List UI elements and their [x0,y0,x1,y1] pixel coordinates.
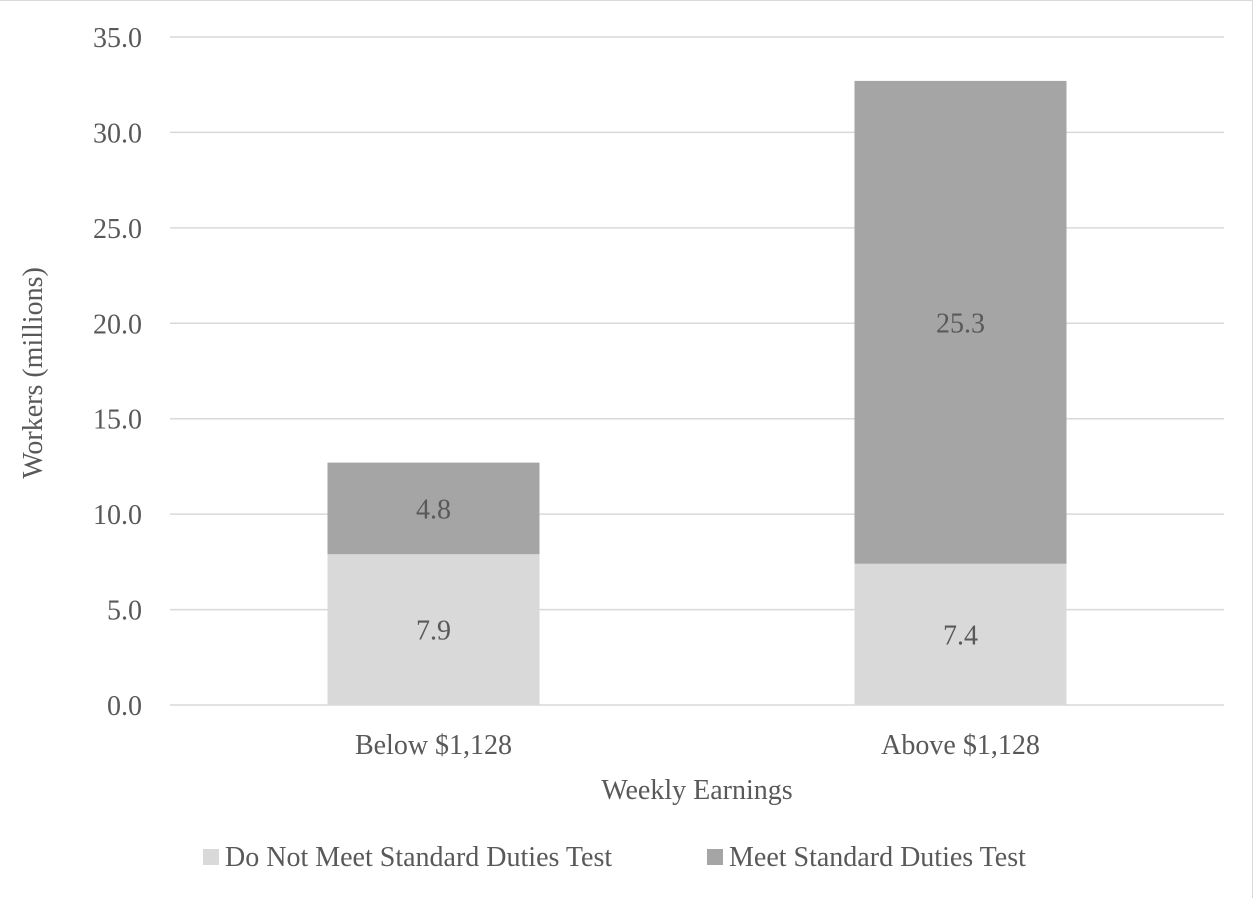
y-axis-tick-labels: 0.0 5.0 10.0 15.0 20.0 25.0 30.0 35.0 [93,23,142,722]
legend-swatch [707,849,723,865]
y-tick-label: 15.0 [93,405,142,436]
y-tick-label: 30.0 [93,118,142,149]
data-label: 4.8 [416,494,451,525]
data-labels: 7.9 4.8 7.4 25.3 [416,308,985,651]
legend: Do Not Meet Standard Duties Test Meet Sta… [203,842,1026,873]
legend-swatch [203,849,219,865]
y-tick-label: 5.0 [107,596,142,627]
data-label: 7.4 [943,620,978,651]
y-tick-label: 20.0 [93,309,142,340]
legend-label: Meet Standard Duties Test [729,842,1026,873]
data-label: 25.3 [936,308,985,339]
bars [327,80,1067,705]
y-axis-title: Workers (millions) [18,267,49,479]
bar-segment [854,80,1067,564]
bar-segment [854,563,1067,705]
data-label: 7.9 [416,616,451,647]
x-tick-label: Below $1,128 [355,730,512,761]
legend-label: Do Not Meet Standard Duties Test [225,842,612,873]
x-axis-title: Weekly Earnings [601,775,792,806]
x-tick-label: Above $1,128 [881,730,1040,761]
y-tick-label: 0.0 [107,691,142,722]
x-axis-tick-labels: Below $1,128 Above $1,128 [355,730,1040,761]
y-tick-label: 35.0 [93,23,142,54]
y-tick-label: 10.0 [93,500,142,531]
y-tick-label: 25.0 [93,214,142,245]
bar-segment [327,462,540,555]
bar-segment [327,554,540,705]
